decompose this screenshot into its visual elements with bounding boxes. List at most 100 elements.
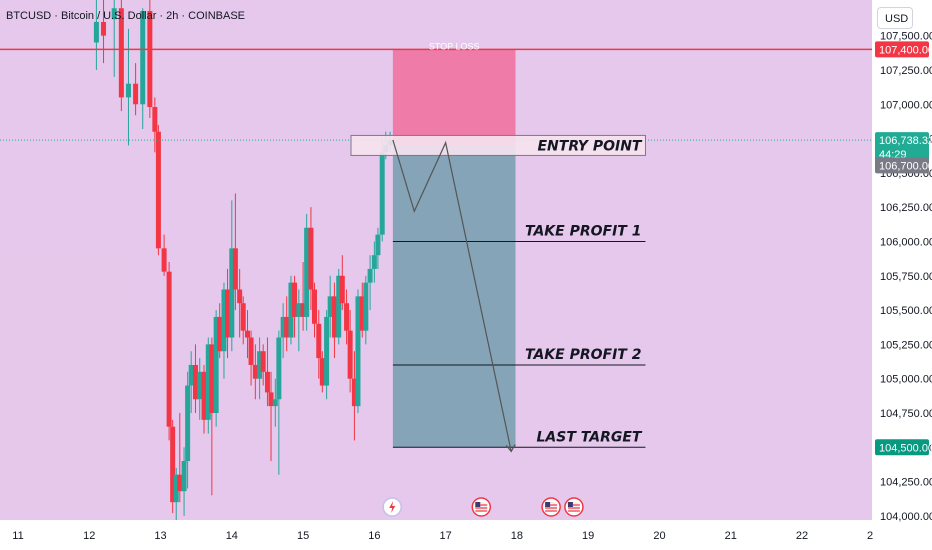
candle <box>347 310 353 393</box>
price-tick-label: 104,000.00 <box>880 511 932 523</box>
candle-body <box>147 10 153 108</box>
candle <box>304 214 310 331</box>
candle <box>296 289 302 352</box>
candle-body <box>344 303 350 331</box>
flag-canton <box>475 502 481 507</box>
candle-body <box>292 282 298 317</box>
candle <box>308 207 314 311</box>
candle-body <box>300 303 306 317</box>
candle <box>217 303 223 359</box>
position-zones <box>392 49 516 448</box>
entry-point-label: ENTRY POINT <box>537 138 642 154</box>
event-markers <box>382 497 584 517</box>
candle-body <box>355 296 361 407</box>
candle <box>339 255 345 311</box>
candle-body <box>197 371 203 400</box>
candle <box>209 337 215 496</box>
candle <box>260 344 266 386</box>
candle <box>324 310 330 400</box>
candle-body <box>209 344 215 413</box>
entry-price-tag-box <box>875 157 929 174</box>
candle <box>319 351 325 393</box>
candle-body <box>331 296 337 338</box>
candle <box>177 412 183 503</box>
price-tick-label: 105,500.00 <box>880 305 932 317</box>
candle-body <box>93 21 99 43</box>
time-tick-label: 11 <box>12 530 23 542</box>
lightning-icon <box>382 497 402 517</box>
candle <box>133 63 139 116</box>
candle <box>359 282 365 338</box>
us-flag-icon <box>564 497 584 517</box>
candle-body <box>375 234 381 256</box>
target-label: LAST TARGET <box>537 429 643 445</box>
candle-body <box>173 474 179 503</box>
candle-body <box>225 289 231 338</box>
candle <box>264 337 270 407</box>
price-tick-label: 107,250.00 <box>880 65 932 77</box>
candle <box>375 227 381 269</box>
time-tick-label: 20 <box>653 530 665 542</box>
time-tick-label: 18 <box>511 530 523 542</box>
price-tick-label: 105,000.00 <box>880 374 932 386</box>
candle-body <box>363 282 369 331</box>
entry-point-box <box>350 134 646 156</box>
candle-body <box>257 351 263 379</box>
candle <box>213 310 219 427</box>
candle-body <box>181 461 187 492</box>
candle <box>152 97 158 153</box>
candle-body <box>217 316 223 352</box>
candle <box>276 330 282 475</box>
candle-body <box>152 107 158 132</box>
candle-body <box>347 330 353 379</box>
currency-button[interactable]: USD <box>877 7 913 29</box>
candle-body <box>240 303 246 331</box>
candle <box>111 0 117 77</box>
price-tick-label: 105,250.00 <box>880 339 932 351</box>
candle <box>181 447 187 516</box>
time-tick-label: 12 <box>83 530 95 542</box>
candle-body <box>308 227 314 290</box>
stop-loss-price-tag-text: 107,400.00 <box>879 44 932 56</box>
candle-body <box>367 268 373 283</box>
candle <box>244 310 250 359</box>
candle <box>237 268 243 338</box>
time-axis[interactable]: 11 12 13 14 15 16 17 18 19 20 21 22 2 <box>12 530 873 542</box>
projection-path <box>392 139 512 452</box>
time-tick-label: 14 <box>226 530 238 542</box>
time-tick-label: 22 <box>796 530 808 542</box>
candle-body <box>140 10 146 105</box>
candle-body <box>166 271 172 427</box>
candle <box>344 289 350 345</box>
stop-loss-price-tag: 107,400.00 <box>875 41 932 58</box>
price-axis-background <box>872 0 932 520</box>
time-tick-label: 17 <box>440 530 452 542</box>
symbol-title[interactable]: BTCUSD · Bitcoin / U.S. Dollar · 2h · CO… <box>6 10 245 22</box>
entry-price-tag: 106,700.00 <box>875 157 932 174</box>
entry-price-tag-text: 106,700.00 <box>879 160 932 172</box>
candle-body <box>296 303 302 317</box>
lightning-bolt <box>389 501 396 513</box>
candle <box>93 0 99 70</box>
candle <box>188 351 194 413</box>
candle-body <box>237 289 243 304</box>
candle <box>355 289 361 413</box>
candle-body <box>379 152 385 235</box>
us-flag-icon <box>471 497 492 517</box>
candle <box>367 255 373 311</box>
candle-body <box>351 378 357 407</box>
annotation-lines: STOP LOSS ENTRY POINT TAKE PROFIT 1 TAKE PR… <box>0 41 872 453</box>
candle-body <box>101 21 107 36</box>
price-tick-label: 104,750.00 <box>880 408 932 420</box>
candle <box>205 337 211 434</box>
candle <box>331 282 337 359</box>
candle <box>268 371 274 462</box>
candle <box>292 275 298 338</box>
price-tick-label: 107,500.00 <box>880 31 932 43</box>
candle <box>316 310 322 379</box>
candle <box>288 275 294 345</box>
